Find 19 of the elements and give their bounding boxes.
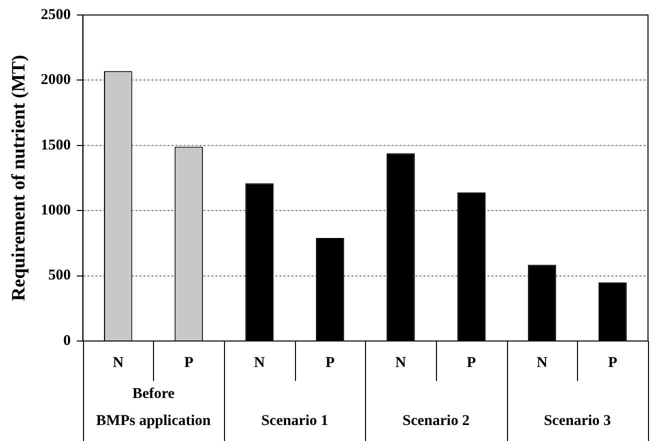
y-tick-label: 500 [48, 268, 71, 284]
y-tick-label: 1000 [40, 202, 71, 218]
text: Scenario 1 [261, 412, 328, 429]
y-tick-label: 2500 [40, 6, 71, 23]
x-tick-label: N [395, 354, 406, 371]
y-tick-label: 2000 [40, 72, 71, 88]
text: Scenario 2 [402, 412, 470, 429]
x-tick-label: P [184, 354, 194, 371]
x-tick-label: P [608, 354, 618, 371]
text: Before BMPs application [96, 386, 212, 429]
x-tick-label: N [536, 354, 548, 371]
y-tick-label: 0 [63, 332, 71, 349]
x-tick-label: N [112, 354, 124, 371]
x-tick-label: N [254, 354, 266, 371]
x-tick-label: P [325, 354, 335, 371]
y-axis-title: Requirement of nutrient (MT) [8, 54, 30, 302]
text: Scenario 3 [544, 412, 611, 429]
y-tick-label: 1500 [40, 137, 71, 154]
x-tick-label: P [466, 354, 476, 371]
